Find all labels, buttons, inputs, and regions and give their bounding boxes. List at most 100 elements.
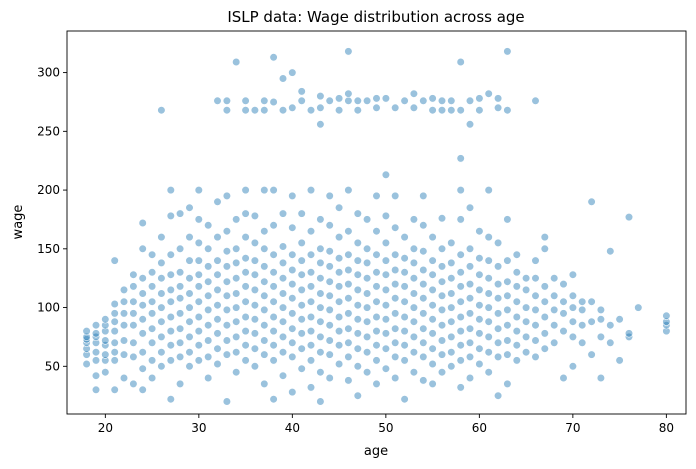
scatter-point xyxy=(335,268,344,277)
scatter-point xyxy=(559,280,568,289)
scatter-point xyxy=(363,317,372,326)
scatter-point xyxy=(185,233,194,242)
x-axis-label: age xyxy=(364,444,388,459)
scatter-point xyxy=(391,191,400,200)
scatter-point xyxy=(278,332,288,342)
scatter-point xyxy=(381,364,391,373)
scatter-point xyxy=(344,294,353,303)
scatter-point xyxy=(428,359,437,369)
scatter-point xyxy=(353,96,362,105)
scatter-point xyxy=(110,256,119,265)
scatter-point xyxy=(91,385,101,394)
scatter-point xyxy=(157,348,166,357)
scatter-point xyxy=(306,312,316,322)
scatter-point xyxy=(82,332,91,342)
scatter-point xyxy=(204,221,213,230)
scatter-point xyxy=(531,274,540,283)
scatter-point xyxy=(344,227,353,236)
scatter-point xyxy=(391,103,400,112)
scatter-point xyxy=(213,197,222,206)
scatter-point xyxy=(91,338,101,347)
scatter-point xyxy=(325,262,334,271)
scatter-point xyxy=(250,329,259,338)
x-tick-label: 80 xyxy=(659,421,674,435)
scatter-point xyxy=(419,247,428,256)
scatter-point xyxy=(409,368,419,377)
scatter-point xyxy=(512,356,521,365)
scatter-point xyxy=(176,324,185,333)
scatter-point xyxy=(494,262,503,271)
scatter-point xyxy=(484,332,493,342)
scatter-point xyxy=(512,282,521,291)
scatter-point xyxy=(269,297,278,306)
scatter-point xyxy=(475,315,484,324)
scatter-point xyxy=(503,291,512,300)
scatter-point xyxy=(344,309,353,318)
scatter-point xyxy=(568,291,578,300)
scatter-point xyxy=(465,203,475,212)
scatter-point xyxy=(222,336,231,345)
scatter-point xyxy=(662,311,671,320)
scatter-point xyxy=(494,280,503,289)
scatter-point xyxy=(278,74,288,83)
scatter-point xyxy=(372,103,381,112)
scatter-point xyxy=(437,214,447,223)
scatter-point xyxy=(101,356,110,365)
scatter-point xyxy=(222,321,231,330)
scatter-point xyxy=(110,317,119,326)
scatter-point xyxy=(353,238,362,247)
scatter-point xyxy=(129,270,138,279)
scatter-point xyxy=(138,301,147,310)
scatter-point xyxy=(269,250,278,259)
scatter-point xyxy=(363,244,372,253)
scatter-point xyxy=(484,303,493,312)
scatter-point xyxy=(176,379,185,389)
scatter-point xyxy=(372,341,381,350)
scatter-point xyxy=(465,373,475,383)
scatter-point xyxy=(250,344,259,353)
y-tick-label: 100 xyxy=(37,301,60,315)
scatter-point xyxy=(185,203,194,212)
scatter-point xyxy=(465,309,475,318)
scatter-point xyxy=(437,336,447,345)
scatter-point xyxy=(419,338,428,347)
scatter-point xyxy=(260,227,269,236)
scatter-point xyxy=(503,350,512,359)
scatter-point xyxy=(335,282,344,291)
scatter-point xyxy=(409,89,419,98)
scatter-point xyxy=(353,315,362,324)
scatter-point xyxy=(82,335,91,344)
scatter-point xyxy=(157,332,166,342)
scatter-point xyxy=(419,265,428,275)
scatter-point xyxy=(194,270,203,279)
scatter-point xyxy=(306,186,316,195)
scatter-point xyxy=(344,376,353,385)
scatter-point xyxy=(381,211,391,220)
scatter-point xyxy=(260,305,269,315)
scatter-point xyxy=(484,348,493,357)
scatter-point xyxy=(335,327,344,336)
scatter-point xyxy=(185,289,194,298)
scatter-point xyxy=(241,233,250,242)
scatter-point xyxy=(166,327,175,336)
scatter-point xyxy=(568,332,578,342)
scatter-point xyxy=(437,305,447,315)
scatter-point xyxy=(306,341,316,350)
scatter-point xyxy=(269,268,278,277)
scatter-point xyxy=(185,362,194,371)
scatter-point xyxy=(194,215,203,224)
scatter-point xyxy=(409,274,419,283)
scatter-point xyxy=(138,385,147,394)
scatter-point xyxy=(157,258,166,268)
scatter-point xyxy=(662,327,671,336)
y-axis-ticks: 50 100 150 200 250 300 xyxy=(37,66,67,373)
scatter-point xyxy=(559,297,568,306)
scatter-point xyxy=(316,303,325,312)
scatter-point xyxy=(428,344,437,353)
scatter-point xyxy=(363,96,372,105)
scatter-point xyxy=(129,282,138,291)
scatter-point xyxy=(119,297,129,306)
scatter-point xyxy=(363,215,372,224)
scatter-point xyxy=(353,256,362,265)
scatter-point xyxy=(176,309,185,318)
